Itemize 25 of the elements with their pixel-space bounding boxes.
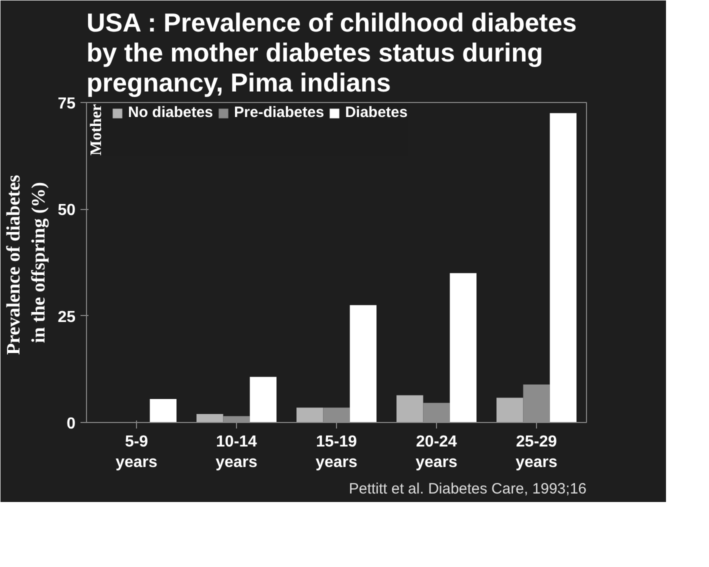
- y-tick-label: 0: [66, 416, 76, 432]
- bar: [450, 273, 476, 422]
- bar: [150, 399, 176, 422]
- text: Pettitt et al. Diabetes Care, 1993;16: [348, 480, 587, 498]
- bar: [550, 113, 576, 422]
- bar: [250, 376, 276, 422]
- x-tick-label: 5-9 years: [116, 434, 158, 471]
- chart-title: USA : Prevalence of childhood diabetes by the mother diabetes status during pregnancy, Pima indians: [86, 8, 577, 98]
- bar: [496, 398, 524, 422]
- legend-label: Pre-diabetes: [234, 104, 324, 121]
- bar: [396, 395, 424, 422]
- bar: [196, 414, 224, 422]
- y-tick-label: 50: [58, 202, 76, 220]
- bar: [350, 305, 376, 422]
- bar: [296, 408, 324, 422]
- x-tick-label: 10-14 years: [216, 434, 258, 471]
- x-tick-label: 20-24 years: [416, 434, 458, 471]
- y-tick-label: 25: [58, 308, 76, 326]
- x-tick-label: 25-29 years: [516, 434, 558, 471]
- y-axis-title: Prevalence of diabetes in the offspring (%): [4, 174, 50, 355]
- legend-title: Mother: [88, 104, 106, 156]
- y-tick-label: 75: [58, 96, 76, 112]
- legend-label: No diabetes: [128, 104, 214, 121]
- x-tick-label: 15-19 years: [316, 434, 358, 471]
- legend-label: Diabetes: [345, 104, 408, 121]
